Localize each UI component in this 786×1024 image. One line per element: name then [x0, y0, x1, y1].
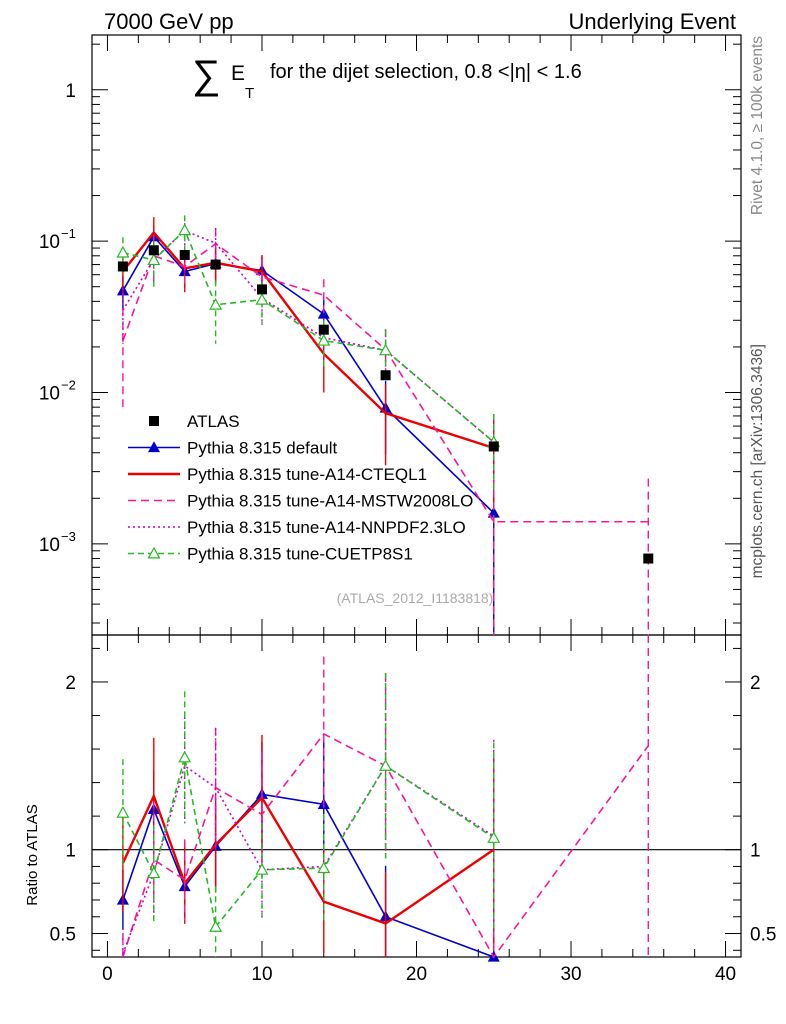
ratio-ytick-label: 2 [65, 673, 76, 694]
ratio-marker-4 [317, 861, 331, 874]
header-left: 7000 GeV pp [104, 9, 234, 34]
main-ytick-label: 10 [39, 383, 60, 404]
title-text: for the dijet selection, 0.8 <|η| < 1.6 [270, 61, 582, 83]
xtick-label: 40 [715, 964, 736, 985]
atlas-data-point [148, 245, 159, 256]
mcplots-label: mcplots.cern.ch [arXiv:1306.3436] [749, 344, 766, 578]
series-marker-4 [317, 333, 331, 346]
analysis-watermark: (ATLAS_2012_I1183818) [337, 590, 494, 606]
main-y-ticks: 110−110−210−3 [39, 43, 741, 624]
ratio-plot-frame [91, 634, 742, 958]
ratio-line-1 [121, 792, 495, 925]
chart-title: ∑ E T for the dijet selection, 0.8 <|η| … [192, 53, 582, 102]
legend-label-atlas: ATLAS [187, 412, 240, 431]
main-ytick-exponent: −2 [61, 377, 76, 392]
atlas-data-layer [117, 245, 654, 564]
ratio-ytick-label: 1 [65, 841, 76, 862]
series-marker-4 [147, 253, 161, 266]
xtick-label: 20 [406, 964, 427, 985]
main-ytick-label: 10 [39, 535, 60, 556]
atlas-data-point [179, 249, 190, 260]
ratio-marker-4 [255, 863, 269, 875]
legend-label-2: Pythia 8.315 tune-A14-MSTW2008LO [187, 492, 473, 511]
atlas-data-point [210, 259, 221, 270]
series-line-1 [121, 230, 495, 450]
series-marker-0 [317, 307, 330, 319]
series-layer [116, 215, 649, 962]
title-e: E [231, 62, 245, 85]
atlas-data-point [318, 324, 329, 335]
atlas-data-point [256, 284, 267, 295]
legend-label-4: Pythia 8.315 tune-CUETP8S1 [187, 545, 413, 564]
rivet-label: Rivet 4.1.0, ≥ 100k events [749, 36, 766, 215]
xtick-label: 0 [102, 964, 113, 985]
header-right: Underlying Event [568, 9, 736, 34]
ratio-ylabel: Ratio to ATLAS [24, 804, 41, 905]
atlas-data-point [488, 441, 499, 452]
legend-label-1: Pythia 8.315 tune-A14-CTEQL1 [187, 465, 427, 484]
series-line-3 [122, 229, 495, 443]
ratio-line-2 [122, 732, 649, 959]
legend: ATLAS Pythia 8.315 default Pythia 8.315 tu… [128, 412, 473, 564]
title-sigma: ∑ [192, 53, 221, 97]
ratio-line-3 [122, 764, 495, 954]
legend-marker-atlas [149, 416, 159, 426]
ratio-marker-4 [209, 920, 223, 932]
xtick-label: 30 [560, 964, 581, 985]
ratio-marker-4 [116, 806, 130, 818]
x-ticks: 0 10 20 30 40 [102, 35, 736, 985]
title-t: T [245, 85, 254, 102]
ratio-ytick-label-right: 0.5 [750, 925, 776, 946]
series-marker-4 [255, 293, 269, 305]
series-marker-4 [178, 223, 192, 236]
legend-marker-4 [147, 546, 161, 559]
ratio-marker-4 [178, 750, 192, 763]
series-marker-4 [209, 297, 223, 310]
ratio-ytick-label: 0.5 [50, 925, 76, 946]
atlas-data-point [643, 553, 654, 564]
ratio-marker-4 [487, 831, 501, 843]
xtick-label: 10 [251, 964, 272, 985]
main-ytick-exponent: −3 [61, 529, 76, 544]
series-marker-4 [116, 245, 130, 258]
main-ytick-label: 1 [65, 81, 76, 102]
main-ytick-exponent: −1 [61, 226, 76, 241]
legend-label-0: Pythia 8.315 default [187, 439, 338, 458]
atlas-data-point [117, 261, 128, 272]
atlas-data-point [380, 370, 391, 381]
ratio-y-ticks: 0.5 0.5 1 1 2 2 [50, 647, 776, 951]
ratio-line-4 [122, 757, 495, 929]
ratio-ytick-label-right: 2 [750, 673, 761, 694]
ratio-marker-4 [379, 759, 393, 771]
main-ytick-label: 10 [39, 232, 60, 253]
ratio-marker-4 [147, 866, 161, 879]
series-marker-4 [379, 343, 393, 356]
legend-label-3: Pythia 8.315 tune-A14-NNPDF2.3LO [187, 518, 466, 537]
legend-marker-0 [147, 441, 161, 453]
ratio-ytick-label-right: 1 [750, 841, 761, 862]
series-line-2 [122, 242, 649, 523]
